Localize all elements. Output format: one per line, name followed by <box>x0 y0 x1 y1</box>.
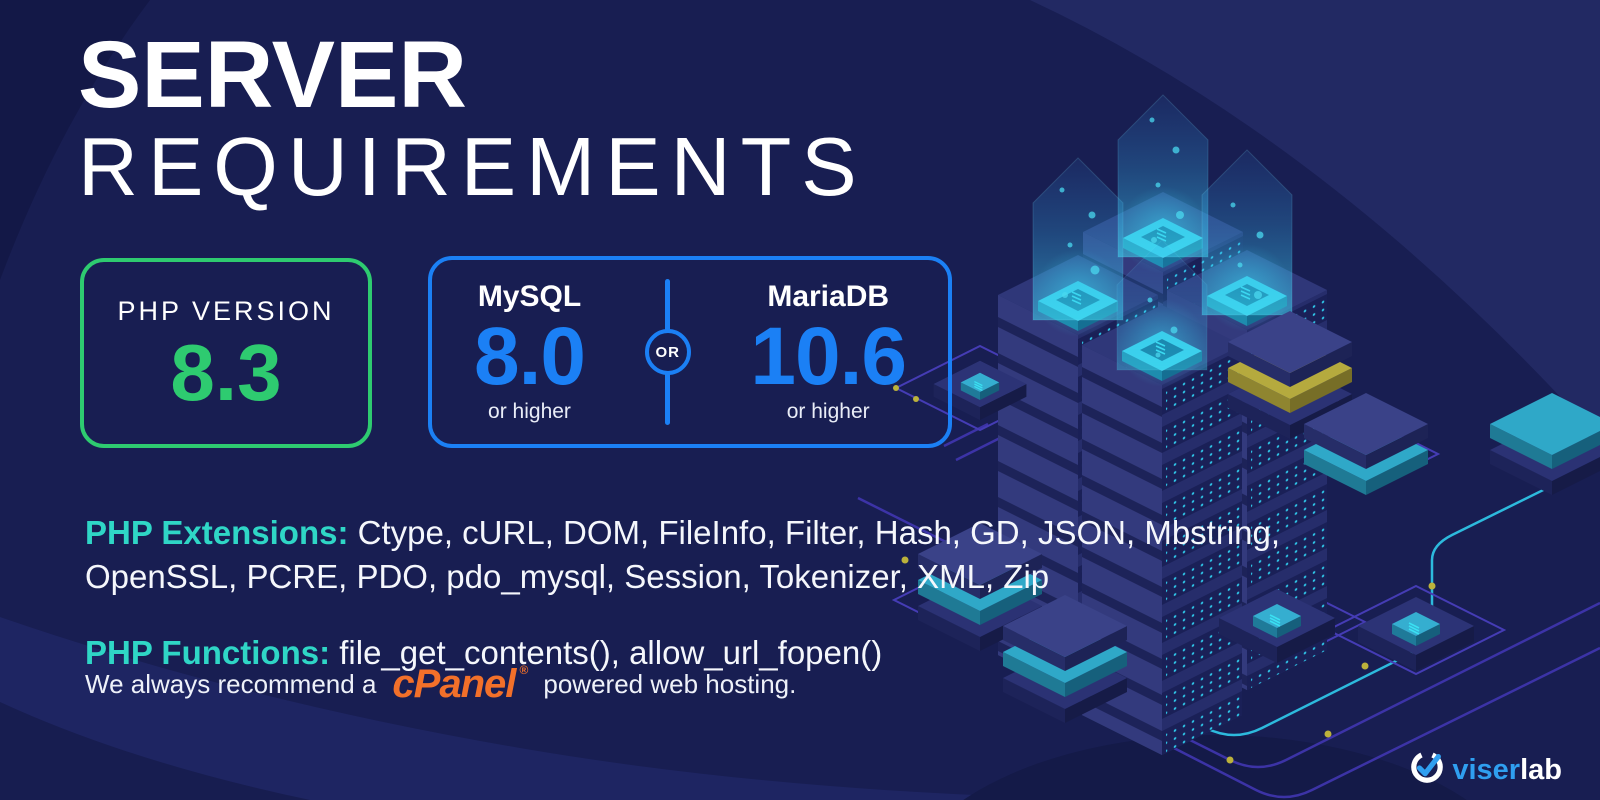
php-version-label: PHP VERSION <box>117 295 335 326</box>
mysql-column: MySQL 8.0 or higher <box>474 280 586 424</box>
php-functions-paragraph: PHP Functions: file_get_contents(), allo… <box>85 631 1185 675</box>
page-title: SERVER REQUIREMENTS <box>78 28 867 210</box>
mariadb-name: MariaDB <box>767 280 890 313</box>
php-functions-list: file_get_contents(), allow_url_fopen() <box>339 634 883 671</box>
php-version-card: PHP VERSION 8.3 <box>80 258 372 448</box>
mariadb-note: or higher <box>786 400 870 423</box>
mysql-name: MySQL <box>477 280 582 313</box>
cpanel-logo: cPanel ® <box>392 662 529 706</box>
title-line-bold: SERVER <box>78 22 467 128</box>
viserlab-wordmark: viserlab <box>1452 753 1562 786</box>
mysql-version: 8.0 <box>474 311 586 402</box>
light-beams <box>1032 94 1293 371</box>
php-version-value: 8.3 <box>170 327 282 417</box>
or-separator: OR <box>644 277 692 427</box>
or-badge: OR <box>644 329 691 375</box>
recommendation-prefix: We always recommend a <box>85 668 377 699</box>
viserlab-word-primary: viser <box>1452 753 1521 786</box>
viserlab-logo: viserlab <box>1410 750 1562 790</box>
registered-mark: ® <box>519 663 529 677</box>
php-functions-label: PHP Functions: <box>85 634 331 671</box>
database-card: MySQL 8.0 or higher OR MariaDB 10.6 or h… <box>428 256 952 448</box>
mysql-note: or higher <box>488 400 571 423</box>
viserlab-check-icon <box>1410 750 1444 790</box>
php-extensions-list: Ctype, cURL, DOM, FileInfo, Filter, Hash… <box>85 514 1281 595</box>
cpanel-wordmark: cPanel <box>392 662 516 706</box>
viserlab-word-secondary: lab <box>1520 753 1562 786</box>
title-line-light: REQUIREMENTS <box>78 120 867 213</box>
php-extensions-label: PHP Extensions: <box>85 514 349 551</box>
mariadb-column: MariaDB 10.6 or higher <box>750 280 907 424</box>
php-extensions-paragraph: PHP Extensions: Ctype, cURL, DOM, FileIn… <box>85 511 1355 598</box>
recommendation-suffix: powered web hosting. <box>543 668 797 699</box>
mariadb-version: 10.6 <box>750 311 907 402</box>
recommendation-line: We always recommend a cPanel ® powered we… <box>85 664 796 704</box>
